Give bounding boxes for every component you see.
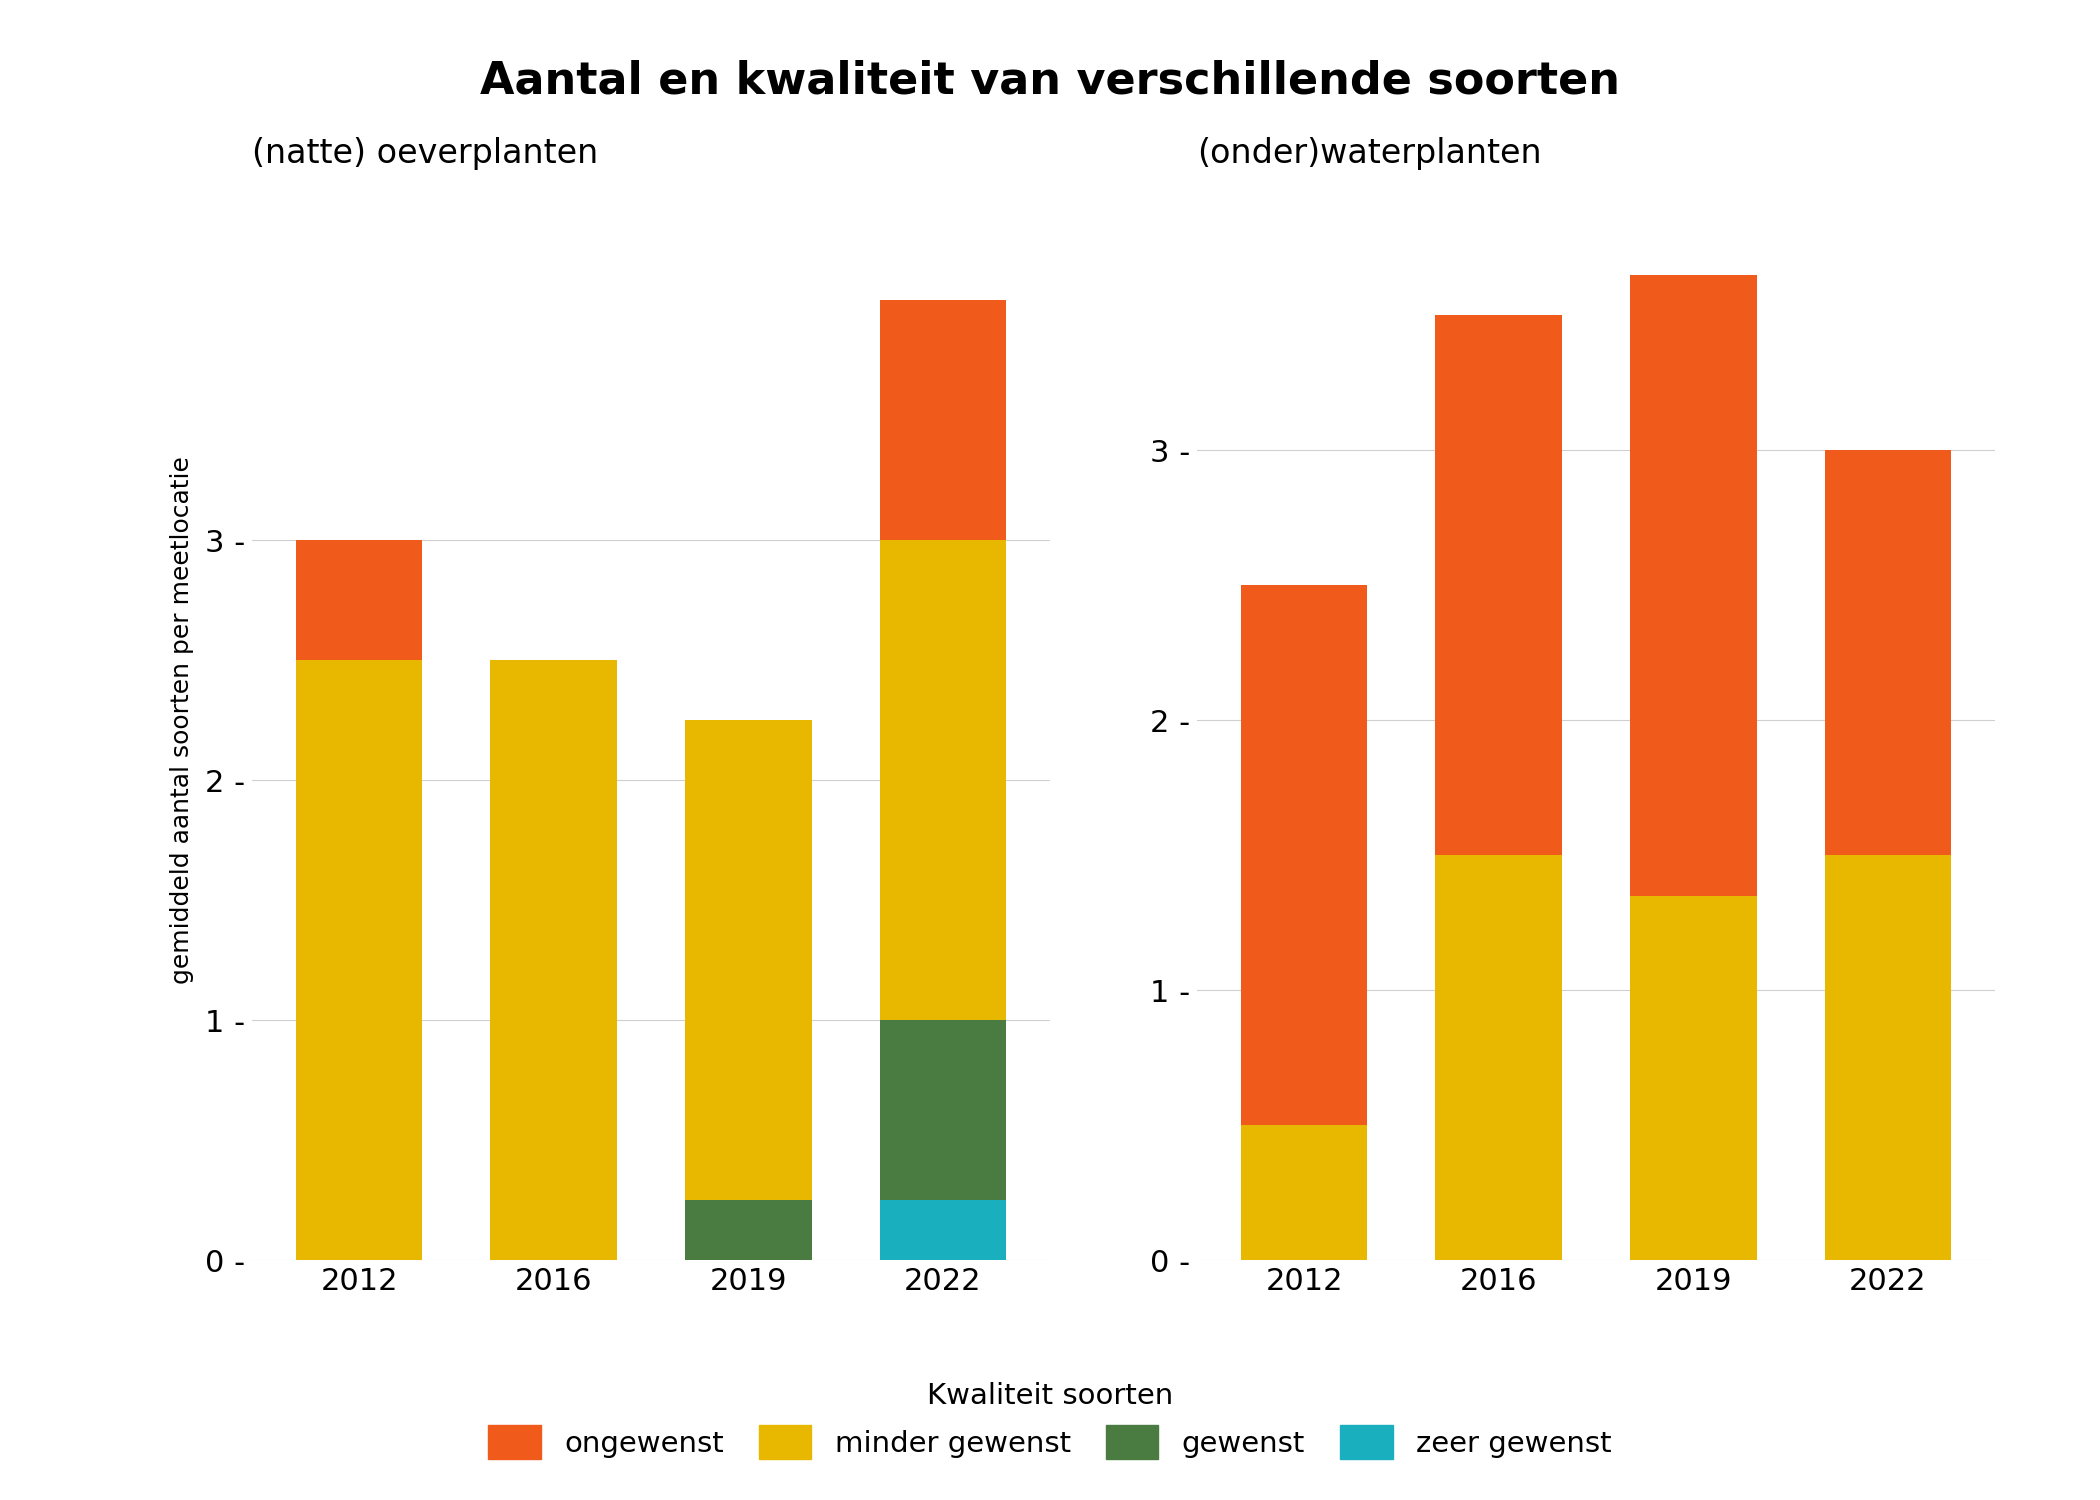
- Bar: [1630, 896, 1756, 1260]
- Text: (natte) oeverplanten: (natte) oeverplanten: [252, 138, 598, 171]
- Legend: ongewenst, minder gewenst, gewenst, zeer gewenst: ongewenst, minder gewenst, gewenst, zeer…: [477, 1371, 1623, 1470]
- Bar: [685, 720, 811, 1200]
- Text: (onder)waterplanten: (onder)waterplanten: [1197, 138, 1541, 171]
- Text: Aantal en kwaliteit van verschillende soorten: Aantal en kwaliteit van verschillende so…: [481, 60, 1619, 104]
- Bar: [491, 660, 617, 1260]
- Bar: [1241, 585, 1367, 1125]
- Bar: [1630, 274, 1756, 896]
- Bar: [1436, 315, 1562, 855]
- Bar: [880, 300, 1006, 540]
- Bar: [880, 540, 1006, 1020]
- Bar: [1825, 450, 1951, 855]
- Y-axis label: gemiddeld aantal soorten per meetlocatie: gemiddeld aantal soorten per meetlocatie: [170, 456, 193, 984]
- Bar: [880, 1200, 1006, 1260]
- Bar: [1241, 1125, 1367, 1260]
- Bar: [296, 660, 422, 1260]
- Bar: [296, 540, 422, 660]
- Bar: [685, 1200, 811, 1260]
- Bar: [1825, 855, 1951, 1260]
- Bar: [1436, 855, 1562, 1260]
- Bar: [880, 1020, 1006, 1200]
